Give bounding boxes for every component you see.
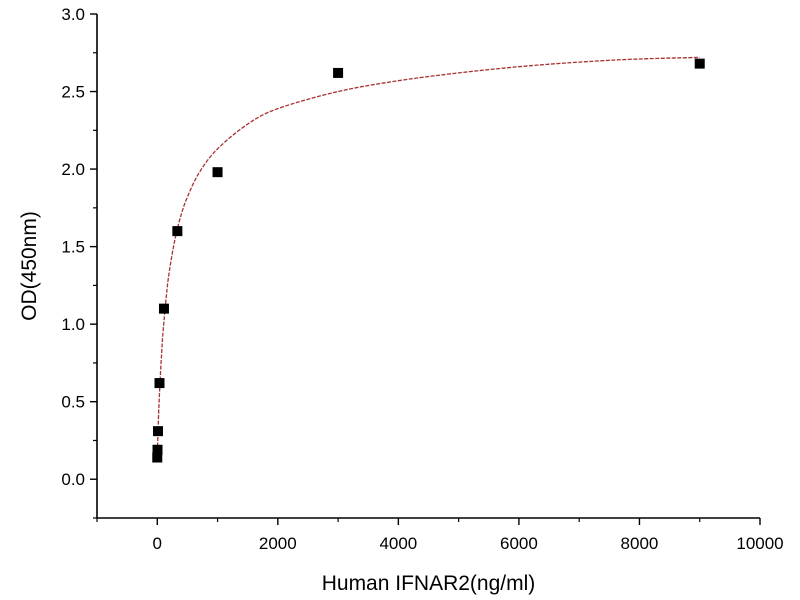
tick-labels: 0.0 0.5 1.0 1.5 2.0 2.5 3.0 0 2000 4000 6000 8000 10… bbox=[61, 5, 783, 553]
data-points bbox=[152, 58, 705, 463]
x-tick-label: 10000 bbox=[736, 534, 783, 553]
data-point bbox=[333, 67, 344, 78]
fit-curve-layer bbox=[156, 56, 700, 458]
data-point bbox=[152, 426, 163, 437]
data-point bbox=[212, 167, 223, 178]
x-tick-label: 6000 bbox=[500, 534, 538, 553]
y-tick-label: 1.0 bbox=[61, 315, 85, 334]
data-point bbox=[158, 303, 169, 314]
y-tick-label: 3.0 bbox=[61, 5, 85, 24]
y-tick-label: 1.5 bbox=[61, 238, 85, 257]
y-tick-label: 2.5 bbox=[61, 83, 85, 102]
x-tick-label: 4000 bbox=[379, 534, 417, 553]
data-point bbox=[694, 58, 705, 69]
y-axis-title: OD(450nm) bbox=[18, 211, 41, 321]
y-tick-label: 0.5 bbox=[61, 393, 85, 412]
x-axis-title: Human IFNAR2(ng/ml) bbox=[322, 572, 536, 595]
x-tick-label: 2000 bbox=[259, 534, 297, 553]
data-point bbox=[152, 444, 163, 455]
data-point bbox=[172, 226, 183, 237]
axes bbox=[90, 13, 761, 525]
x-tick-label: 0 bbox=[153, 534, 162, 553]
y-tick-label: 0.0 bbox=[61, 470, 85, 489]
data-point bbox=[154, 378, 165, 389]
data-point bbox=[152, 452, 163, 463]
y-tick-label: 2.0 bbox=[61, 160, 85, 179]
fit-curve bbox=[156, 56, 700, 458]
x-tick-label: 8000 bbox=[621, 534, 659, 553]
